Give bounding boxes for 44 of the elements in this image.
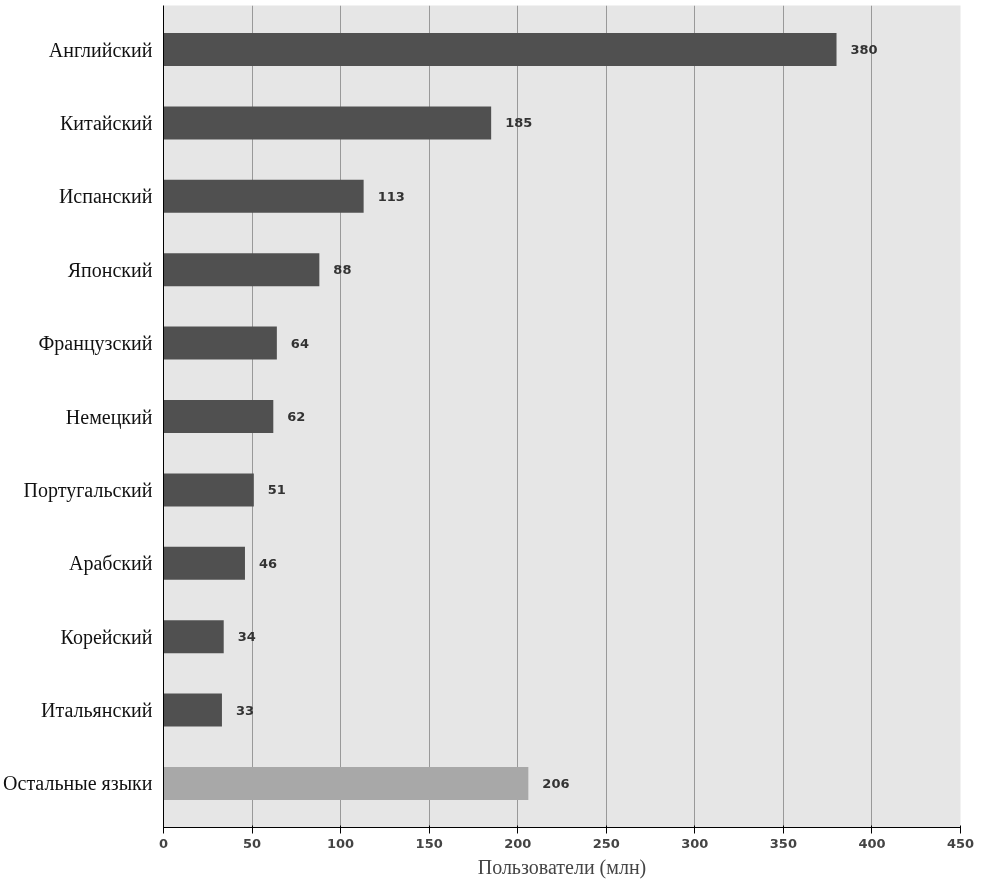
x-tick-label: 300 [681, 835, 709, 851]
y-tick-label: Японский [67, 258, 153, 281]
x-tick-label: 150 [415, 835, 443, 851]
x-tick-label: 50 [243, 835, 262, 851]
y-tick-label: Испанский [58, 185, 153, 208]
y-tick-label: Английский [48, 38, 153, 61]
x-tick-label: 400 [858, 835, 886, 851]
x-tick-label: 250 [592, 835, 620, 851]
data-label: 185 [505, 115, 533, 131]
bar [163, 473, 254, 507]
data-label: 46 [258, 555, 278, 571]
data-label: 51 [267, 482, 286, 498]
y-tick-label: Немецкий [65, 405, 153, 429]
y-tick-label: Остальные языки [3, 772, 153, 795]
y-tick-label: Итальянский [41, 699, 153, 722]
x-tick-label: 0 [158, 835, 169, 851]
data-label: 380 [850, 42, 878, 58]
y-tick-label: Французский [38, 332, 153, 356]
x-tick-label: 100 [327, 835, 355, 851]
bar [163, 546, 245, 580]
bar [163, 33, 837, 67]
bar [163, 179, 364, 213]
data-label: 113 [377, 188, 405, 204]
bar [163, 253, 320, 287]
data-label: 34 [237, 629, 256, 645]
bar [163, 399, 274, 434]
x-tick-label: 450 [946, 835, 975, 851]
y-tick-label: Арабский [69, 552, 153, 576]
data-label: 33 [235, 702, 255, 718]
y-tick-label: Корейский [60, 625, 153, 649]
y-tick-label: Китайский [59, 111, 153, 134]
y-tick-label: Португальский [23, 478, 153, 502]
bar [163, 106, 492, 140]
bar [163, 620, 224, 654]
data-label: 206 [542, 775, 570, 791]
bar [163, 693, 222, 727]
x-axis-title: Пользователи (млн) [477, 855, 647, 879]
data-label: 88 [333, 262, 352, 278]
data-label: 64 [290, 335, 309, 351]
x-tick-label: 350 [769, 835, 797, 851]
data-label: 62 [287, 409, 306, 424]
bar [163, 766, 529, 800]
x-tick-label: 200 [504, 835, 532, 851]
bar [163, 326, 277, 360]
